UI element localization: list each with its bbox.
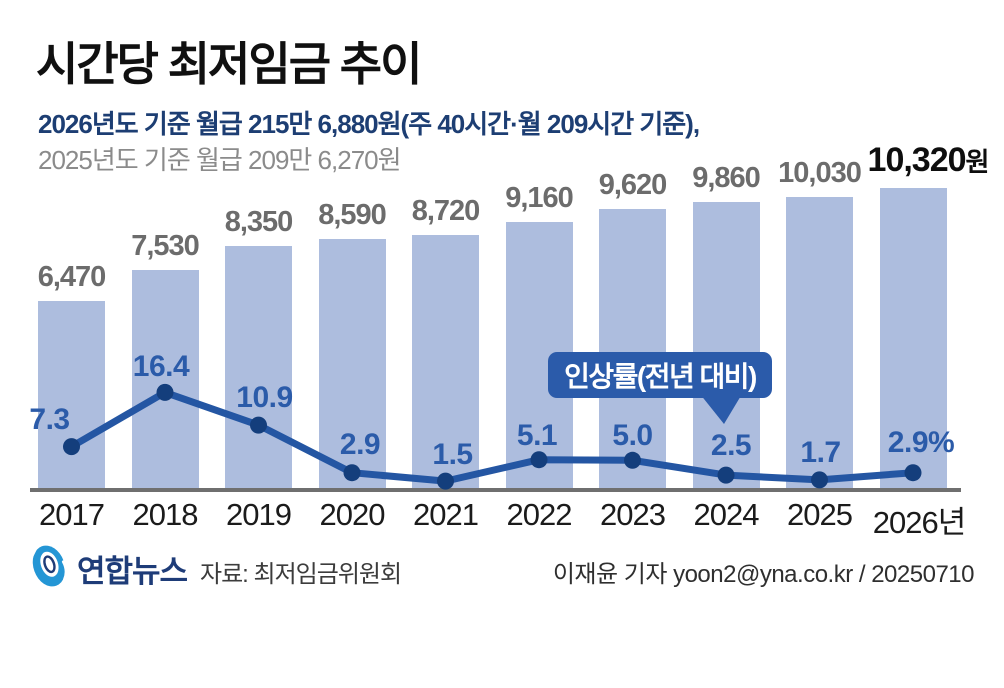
bar-2023	[599, 208, 666, 490]
year-label-2024: 2024	[693, 497, 760, 532]
rate-value-label-2023: 5.0	[612, 419, 653, 453]
rate-value-label-2022: 5.1	[516, 418, 558, 452]
callout-tail	[700, 394, 742, 424]
rate-value-label-2026: 2.9%	[887, 425, 955, 459]
page-title: 시간당 최저임금 추이	[36, 38, 422, 90]
bar-value-label-2025: 10,030	[778, 156, 862, 189]
year-label-2025: 2025	[787, 497, 853, 532]
year-label-2022: 2022	[506, 497, 573, 532]
year-label-2018: 2018	[132, 497, 199, 532]
year-label-2020: 2020	[319, 497, 386, 532]
rate-dot-2021	[437, 472, 454, 490]
rate-dot-2024	[717, 466, 735, 484]
rate-line	[68, 388, 917, 485]
rate-dot-2018	[156, 383, 174, 401]
bar-2018	[131, 269, 199, 490]
rate-value-label-2020: 2.9	[339, 427, 381, 461]
rate-value-label-2019: 10.9	[236, 381, 293, 415]
year-label-2017: 2017	[39, 497, 105, 532]
year-label-2021: 2021	[413, 497, 479, 532]
bar-2019	[225, 245, 292, 490]
callout-label: 인상률(전년 대비)	[564, 361, 757, 392]
rate-dot-2026	[904, 464, 922, 482]
bar-value-label-2021: 8,720	[411, 194, 481, 227]
rate-value-label-2017: 7.3	[29, 402, 70, 436]
bar-2020	[318, 238, 386, 490]
rate-value-label-2025: 1.7	[800, 435, 841, 469]
bar-2021	[412, 234, 479, 490]
subtitle-primary: 2026년도 기준 월급 215만 6,880원(주 40시간·월 209시간 …	[38, 109, 700, 139]
year-label-2019: 2019	[226, 497, 292, 532]
bar-value-label-2019: 8,350	[224, 205, 294, 238]
rate-dot-2020	[343, 464, 361, 482]
bar-2025	[786, 196, 853, 490]
bar-2017	[38, 300, 105, 490]
bar-value-label-2022: 9,160	[505, 181, 574, 214]
rate-dot-2017	[63, 438, 80, 456]
rate-dot-2019	[250, 416, 267, 434]
won-unit-suffix: 원	[965, 147, 990, 177]
rate-value-label-2024: 2.5	[710, 429, 752, 463]
rate-dot-2022	[530, 451, 548, 469]
bar-value-label-2023: 9,620	[598, 168, 668, 201]
callout-bubble: 인상률(전년 대비)	[548, 352, 772, 398]
yonhap-swirl-icon	[28, 540, 68, 597]
year-label-2023: 2023	[600, 497, 666, 532]
bar-value-label-2020: 8,590	[318, 198, 387, 231]
rate-dot-2025	[811, 471, 828, 489]
bar-value-label-2026: 10,320원	[867, 141, 990, 179]
yonhap-logo: 연합뉴스	[28, 540, 188, 597]
bar-value-label-2017: 6,470	[37, 260, 107, 293]
bar-2024	[692, 201, 760, 490]
credit-text: 이재윤 기자 yoon2@yna.co.kr / 20250710	[552, 561, 975, 588]
rate-value-label-2021: 1.5	[432, 438, 473, 472]
bar-value-label-2018: 7,530	[131, 229, 200, 262]
rate-value-label-2018: 16.4	[132, 350, 190, 384]
rate-dot-2023	[624, 451, 641, 469]
bar-2026	[879, 188, 947, 490]
bar-value-label-2024: 9,860	[692, 161, 761, 194]
x-axis-line	[30, 488, 961, 492]
yonhap-logo-text: 연합뉴스	[77, 554, 188, 589]
source-text: 자료: 최저임금위원회	[200, 561, 402, 588]
year-label-2026: 2026년	[872, 505, 966, 540]
subtitle-secondary: 2025년도 기준 월급 209만 6,270원	[38, 145, 402, 175]
